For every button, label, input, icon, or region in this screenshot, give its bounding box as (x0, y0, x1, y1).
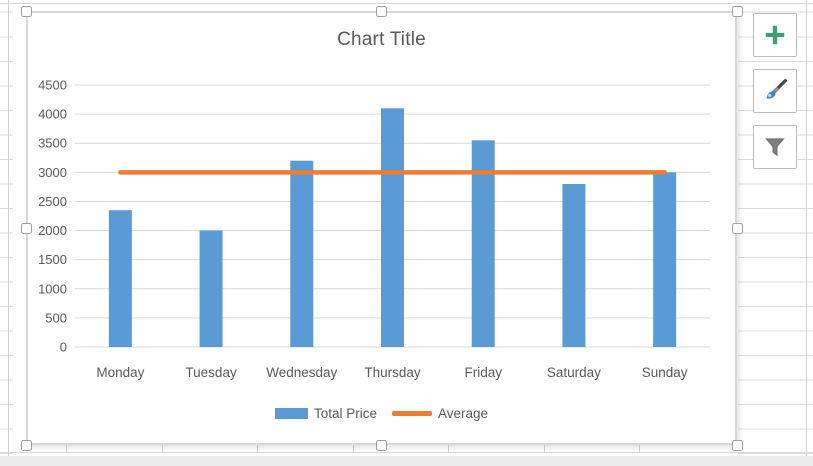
x-axis-tick-label: Friday (464, 365, 502, 380)
worksheet-column-line (8, 0, 9, 466)
bar-sunday[interactable] (653, 172, 677, 347)
bar-tuesday[interactable] (199, 230, 223, 347)
y-axis-tick-label: 0 (60, 340, 67, 355)
resize-handle-top-right[interactable] (731, 5, 743, 17)
bar-series (108, 108, 677, 348)
bar-saturday[interactable] (562, 183, 586, 347)
chart-area[interactable]: Chart Title 0 500 1000 1500 2000 2500 3000 3500… (26, 11, 737, 445)
chart-legend[interactable]: Total Price Average (28, 406, 735, 421)
legend-label: Average (437, 406, 489, 421)
y-axis-tick-label: 4000 (38, 107, 67, 122)
worksheet-column-line (806, 0, 807, 466)
chart-elements-button[interactable] (753, 13, 797, 57)
worksheet-column-line (639, 445, 640, 453)
worksheet-gridlines-left (0, 0, 13, 466)
chart-title[interactable]: Chart Title (337, 29, 426, 50)
legend-swatch (274, 408, 308, 419)
legend-label: Total Price (313, 406, 377, 421)
plot-area: 0 500 1000 1500 2000 2500 3000 3500 4000 4500 Mond… (38, 78, 710, 380)
bar-wednesday[interactable] (290, 160, 314, 347)
y-axis-tick-label: 2000 (38, 223, 67, 238)
bar-friday[interactable] (471, 140, 495, 347)
x-axis-tick-label: Wednesday (266, 365, 337, 380)
x-axis-tick-label: Monday (96, 365, 144, 380)
resize-handle-bottom-right[interactable] (731, 439, 743, 451)
paintbrush-icon (766, 79, 787, 99)
worksheet-row-line (0, 3, 813, 4)
worksheet-column-line (66, 445, 67, 453)
y-axis-tick-label: 1000 (38, 281, 67, 296)
x-axis[interactable]: Monday Tuesday Wednesday Thursday Friday Satu… (96, 365, 687, 380)
resize-handle-middle-right[interactable] (731, 222, 743, 234)
x-axis-tick-label: Tuesday (185, 365, 237, 380)
x-axis-tick-label: Thursday (364, 365, 421, 380)
x-axis-tick-label: Saturday (547, 365, 601, 380)
resize-handle-top-left[interactable] (20, 5, 32, 17)
worksheet-column-line (162, 445, 163, 453)
legend-item-total-price[interactable]: Total Price (274, 406, 377, 421)
resize-handle-bottom-left[interactable] (20, 439, 32, 451)
y-axis-tick-label: 4500 (38, 78, 67, 93)
y-axis-tick-label: 500 (45, 310, 67, 325)
x-axis-tick-label: Sunday (642, 365, 688, 380)
worksheet-row-shaded (0, 456, 813, 466)
resize-handle-bottom-middle[interactable] (375, 439, 387, 451)
worksheet-row-line (0, 452, 813, 453)
bar-thursday[interactable] (381, 108, 404, 348)
legend-swatch (391, 411, 432, 416)
funnel-icon (765, 138, 785, 157)
y-axis-tick-label: 2500 (38, 194, 67, 209)
resize-handle-top-middle[interactable] (375, 5, 387, 17)
y-axis-tick-label: 1500 (38, 252, 67, 267)
y-axis-tick-label: 3000 (38, 165, 67, 180)
legend-item-average[interactable]: Average (391, 406, 489, 421)
chart-styles-button[interactable] (753, 69, 797, 113)
chart-tools (753, 13, 797, 181)
worksheet-column-line (257, 445, 258, 453)
resize-handle-middle-left[interactable] (20, 222, 32, 234)
worksheet-column-line (448, 445, 449, 453)
y-axis[interactable]: 0 500 1000 1500 2000 2500 3000 3500 4000 4500 (38, 78, 67, 355)
worksheet-column-line (353, 445, 354, 453)
chart-filters-button[interactable] (753, 125, 797, 169)
worksheet-column-line (544, 445, 545, 453)
y-axis-tick-label: 3500 (38, 136, 67, 151)
bar-monday[interactable] (108, 210, 132, 347)
plus-icon (765, 25, 785, 45)
